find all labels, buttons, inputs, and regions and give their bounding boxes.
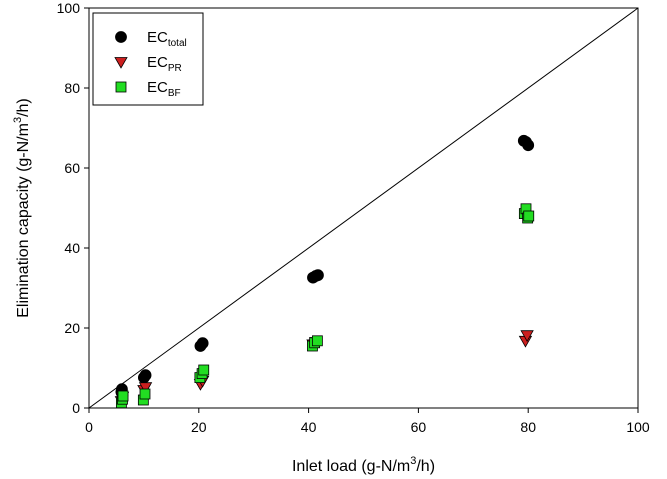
x-tick-label: 40 bbox=[301, 419, 317, 435]
data-point-pr bbox=[138, 382, 153, 395]
data-point-bf bbox=[523, 210, 535, 222]
data-point-bf bbox=[117, 390, 129, 402]
series-bf bbox=[115, 203, 535, 409]
data-point-total bbox=[139, 369, 152, 382]
legend-marker-total bbox=[115, 31, 127, 43]
x-tick-label: 100 bbox=[626, 419, 650, 435]
y-axis-title-tail: /h) bbox=[15, 98, 32, 117]
y-tick-label: 20 bbox=[64, 320, 80, 336]
series-total bbox=[115, 134, 535, 402]
data-point-bf bbox=[198, 364, 210, 376]
legend-label-bf: ECBF bbox=[147, 79, 181, 99]
reference-line-1-to-1 bbox=[88, 7, 639, 409]
legend-label-main: EC bbox=[147, 54, 168, 71]
y-axis-title-sup: 3 bbox=[12, 117, 24, 123]
legend-label-main: EC bbox=[147, 79, 168, 96]
y-tick-label: 60 bbox=[64, 160, 80, 176]
legend-box bbox=[92, 12, 204, 106]
y-axis-title: Elimination capacity (g-N/m3/h) bbox=[12, 98, 32, 318]
y-tick-label: 80 bbox=[64, 80, 80, 96]
data-point-bf bbox=[139, 388, 151, 400]
data-point-bf bbox=[311, 335, 323, 347]
legend-label-sub: BF bbox=[168, 88, 181, 99]
legend-marker-pr bbox=[114, 57, 128, 69]
data-point-pr bbox=[520, 330, 534, 343]
legend-label-sub: PR bbox=[168, 63, 182, 74]
x-axis-title-sup: 3 bbox=[410, 455, 416, 467]
legend-label-main: EC bbox=[147, 29, 168, 46]
series-pr bbox=[114, 330, 534, 409]
x-axis-title-main: Inlet load (g-N/m bbox=[292, 458, 410, 475]
data-point-total bbox=[312, 269, 324, 282]
x-axis-title-tail: /h) bbox=[416, 458, 435, 475]
data-point-total bbox=[196, 337, 209, 350]
y-tick-label: 40 bbox=[64, 240, 80, 256]
x-tick-label: 60 bbox=[411, 419, 427, 435]
y-tick-label: 100 bbox=[57, 0, 81, 16]
legend-label-sub: total bbox=[168, 38, 187, 49]
legend-marker-bf bbox=[115, 81, 127, 93]
x-tick-label: 20 bbox=[191, 419, 207, 435]
x-tick-label: 0 bbox=[85, 419, 93, 435]
y-tick-label: 0 bbox=[72, 400, 80, 416]
plot-frame bbox=[88, 7, 639, 409]
legend-label-pr: ECPR bbox=[147, 54, 182, 74]
x-axis-title: Inlet load (g-N/m3/h) bbox=[292, 455, 435, 475]
legend-label-total: ECtotal bbox=[147, 29, 187, 49]
y-axis-title-main: Elimination capacity (g-N/m bbox=[15, 123, 32, 318]
x-tick-label: 80 bbox=[520, 419, 536, 435]
data-point-total bbox=[522, 139, 535, 152]
